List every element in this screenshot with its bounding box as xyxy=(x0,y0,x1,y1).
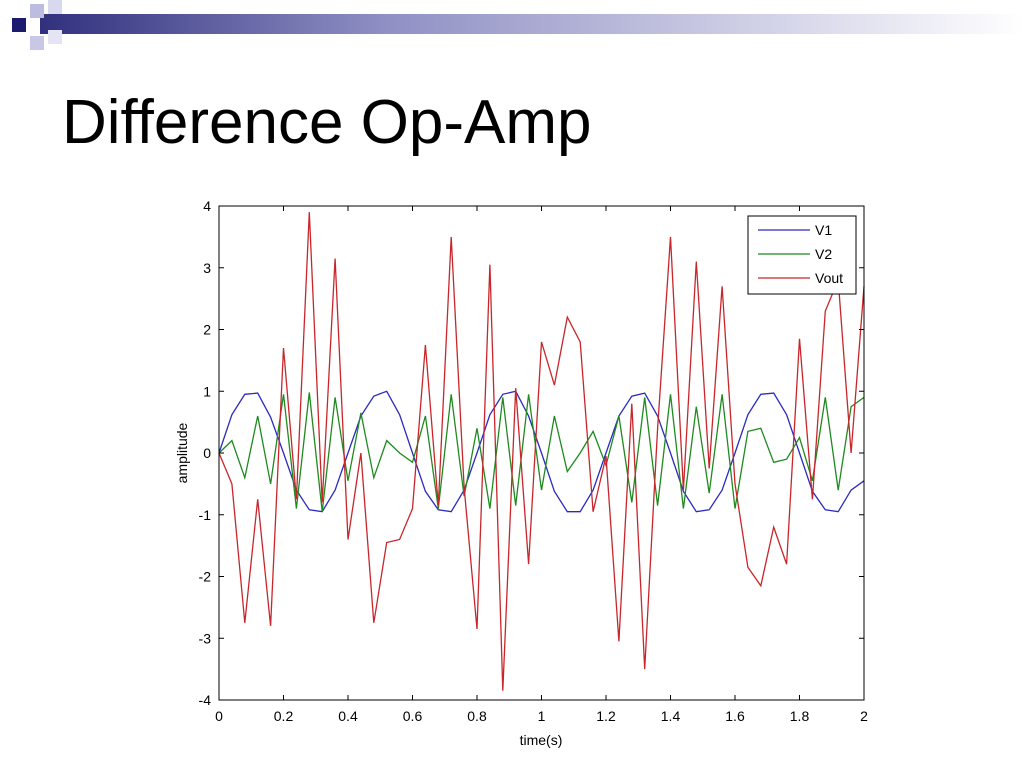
deco-square-2 xyxy=(30,4,44,18)
y-tick-label: 3 xyxy=(203,260,211,276)
x-tick-label: 1.6 xyxy=(725,708,745,724)
y-tick-label: -4 xyxy=(199,692,212,708)
series-line-v1 xyxy=(218,390,865,513)
x-tick-label: 0.4 xyxy=(338,708,358,724)
deco-square-4 xyxy=(30,36,44,50)
slide-title: Difference Op-Amp xyxy=(62,88,592,157)
deco-square-1 xyxy=(12,18,26,32)
x-tick-label: 0.6 xyxy=(403,708,423,724)
deco-square-3 xyxy=(48,0,62,14)
series-line-vout xyxy=(218,212,865,691)
x-tick-label: 1 xyxy=(538,708,546,724)
y-tick-label: -2 xyxy=(199,569,212,585)
legend-label-vout: Vout xyxy=(815,270,843,286)
legend-label-v2: V2 xyxy=(815,246,832,262)
series-line-v2 xyxy=(218,392,865,512)
x-axis-label: time(s) xyxy=(520,732,563,748)
y-tick-label: -1 xyxy=(199,507,212,523)
y-tick-label: 0 xyxy=(203,445,211,461)
x-tick-label: 1.4 xyxy=(661,708,681,724)
y-tick-label: 4 xyxy=(203,198,211,214)
y-axis-label: amplitude xyxy=(174,422,190,483)
legend-box xyxy=(747,215,857,295)
y-tick-label: 1 xyxy=(203,383,211,399)
x-tick-label: 1.8 xyxy=(790,708,810,724)
y-tick-label: -3 xyxy=(199,630,212,646)
x-tick-label: 0 xyxy=(215,708,223,724)
title-bar-decoration xyxy=(12,0,1024,50)
deco-square-5 xyxy=(48,30,62,44)
x-tick-label: 1.2 xyxy=(596,708,616,724)
legend-label-v1: V1 xyxy=(815,222,832,238)
x-tick-label: 2 xyxy=(860,708,868,724)
title-gradient-bar xyxy=(40,14,1024,34)
y-tick-label: 2 xyxy=(203,322,211,338)
x-tick-label: 0.8 xyxy=(467,708,487,724)
x-tick-label: 0.2 xyxy=(274,708,294,724)
